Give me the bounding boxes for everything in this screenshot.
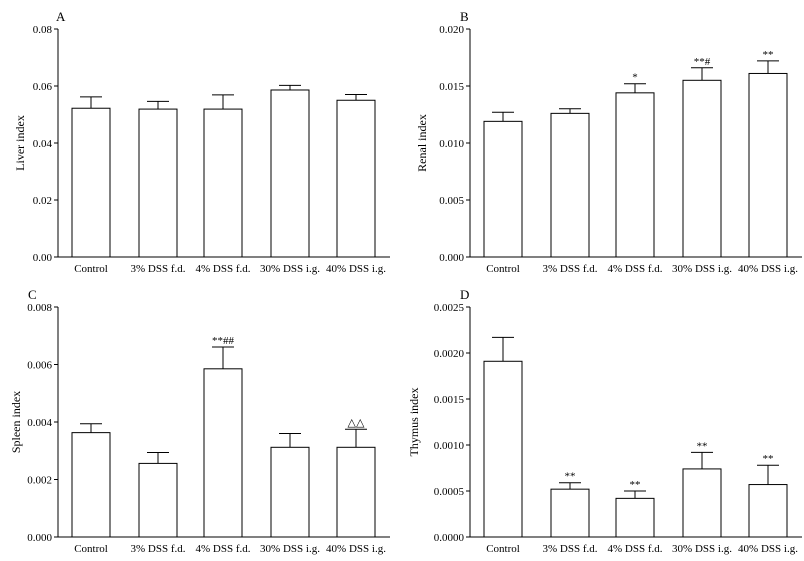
x-tick-label: 3% DSS f.d. [130,543,185,555]
y-tick-label: 0.000 [27,532,52,544]
panel-d: D Thymus index 0.0000 0.0005 0.0010 0.0015 0.0… [407,287,802,555]
y-tick-label: 0.06 [33,81,53,93]
x-tick-label: 4% DSS f.d. [607,543,662,555]
y-tick-label: 0.08 [33,24,53,36]
significance-label: ** [697,440,708,452]
panel-c: C Spleen index 0.000 0.002 0.004 0.006 0.008 Co… [9,287,390,555]
significance-label: △△ [348,417,365,429]
panel-letter: C [28,287,37,302]
bar [748,72,788,258]
bar [138,462,178,538]
x-tick-label: 30% DSS i.g. [672,543,732,555]
panel-letter: B [460,9,469,24]
significance-label: ** [763,49,774,61]
bar [270,446,310,538]
significance-label: * [632,72,638,84]
x-tick-label: 30% DSS i.g. [260,543,320,555]
y-tick-label: 0.006 [27,360,52,372]
y-tick-label: 0.04 [33,138,53,150]
y-tick-label: 0.0010 [434,440,465,452]
panel-letter: A [56,9,66,24]
bar [336,99,376,258]
bar [615,92,655,258]
bar [682,79,722,258]
y-tick-label: 0.002 [27,475,52,487]
y-tick-label: 0.004 [27,417,52,429]
significance-label: **# [694,56,711,68]
y-tick-label: 0.0025 [434,302,465,314]
y-axis-title: Spleen index [9,391,23,453]
y-tick-label: 0.0000 [434,532,465,544]
x-tick-label: Control [486,543,520,555]
bar [483,120,523,258]
x-tick-label: 3% DSS f.d. [130,263,185,275]
significance-label: ** [630,479,641,491]
panel-a: A Liver index 0.00 0.02 0.04 0.06 0.08 Control 3… [13,9,390,275]
bar [483,360,523,538]
panel-b: B Renal index 0.000 0.005 0.010 0.015 0.020 Con… [415,9,802,275]
y-tick-label: 0.000 [439,252,464,264]
significance-label: ** [763,453,774,465]
x-tick-label: 3% DSS f.d. [542,543,597,555]
x-tick-label: 4% DSS f.d. [195,263,250,275]
x-tick-label: Control [74,263,108,275]
y-tick-label: 0.005 [439,195,464,207]
bar [336,446,376,538]
y-tick-label: 0.0015 [434,394,465,406]
bar [615,497,655,538]
bar [550,488,590,538]
y-tick-label: 0.010 [439,138,464,150]
x-tick-label: 4% DSS f.d. [607,263,662,275]
x-tick-label: Control [74,543,108,555]
bar [71,107,111,258]
x-tick-label: 30% DSS i.g. [260,263,320,275]
y-tick-label: 0.020 [439,24,464,36]
bar [682,468,722,538]
bar [550,112,590,258]
significance-label: **## [212,335,235,347]
bar [138,108,178,258]
x-tick-label: 40% DSS i.g. [326,263,386,275]
y-axis-title: Liver index [13,115,27,171]
y-tick-label: 0.02 [33,195,52,207]
x-tick-label: 40% DSS i.g. [738,263,798,275]
bar [203,108,243,258]
y-axis-title: Renal index [415,114,429,172]
y-tick-label: 0.0005 [434,486,465,498]
bar [203,368,243,538]
bar [71,432,111,538]
x-tick-label: 30% DSS i.g. [672,263,732,275]
significance-label: ** [565,471,576,483]
y-tick-label: 0.008 [27,302,52,314]
x-tick-label: 40% DSS i.g. [326,543,386,555]
x-tick-label: 3% DSS f.d. [542,263,597,275]
x-tick-label: 40% DSS i.g. [738,543,798,555]
x-tick-label: 4% DSS f.d. [195,543,250,555]
bar [270,89,310,258]
y-tick-label: 0.0020 [434,348,465,360]
panel-letter: D [460,287,469,302]
y-axis-title: Thymus index [407,388,421,457]
bar [748,484,788,538]
y-tick-label: 0.015 [439,81,464,93]
y-tick-label: 0.00 [33,252,53,264]
x-tick-label: Control [486,263,520,275]
